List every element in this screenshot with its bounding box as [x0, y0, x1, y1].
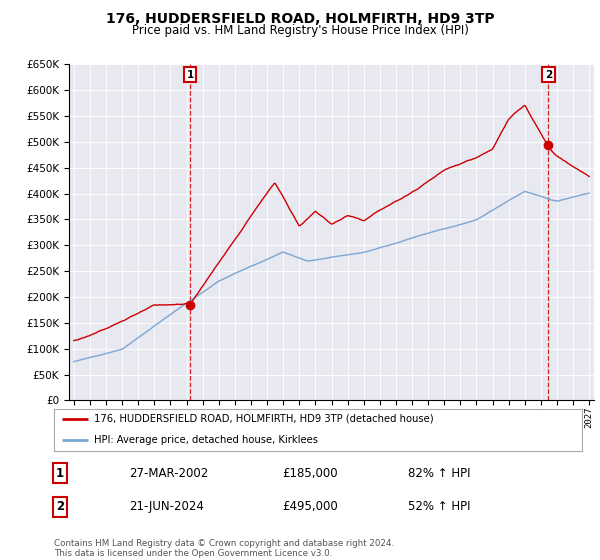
Text: 21-JUN-2024: 21-JUN-2024	[129, 500, 204, 514]
Text: £185,000: £185,000	[282, 466, 338, 480]
Text: 2: 2	[56, 500, 64, 514]
Text: 52% ↑ HPI: 52% ↑ HPI	[408, 500, 470, 514]
Text: 176, HUDDERSFIELD ROAD, HOLMFIRTH, HD9 3TP (detached house): 176, HUDDERSFIELD ROAD, HOLMFIRTH, HD9 3…	[94, 414, 433, 424]
Text: 1: 1	[56, 466, 64, 480]
Text: 1: 1	[187, 69, 194, 80]
Text: £495,000: £495,000	[282, 500, 338, 514]
Text: 27-MAR-2002: 27-MAR-2002	[129, 466, 208, 480]
Text: Contains HM Land Registry data © Crown copyright and database right 2024.
This d: Contains HM Land Registry data © Crown c…	[54, 539, 394, 558]
Text: 2: 2	[545, 69, 552, 80]
Text: HPI: Average price, detached house, Kirklees: HPI: Average price, detached house, Kirk…	[94, 435, 317, 445]
Text: Price paid vs. HM Land Registry's House Price Index (HPI): Price paid vs. HM Land Registry's House …	[131, 24, 469, 37]
Text: 176, HUDDERSFIELD ROAD, HOLMFIRTH, HD9 3TP: 176, HUDDERSFIELD ROAD, HOLMFIRTH, HD9 3…	[106, 12, 494, 26]
Text: 82% ↑ HPI: 82% ↑ HPI	[408, 466, 470, 480]
